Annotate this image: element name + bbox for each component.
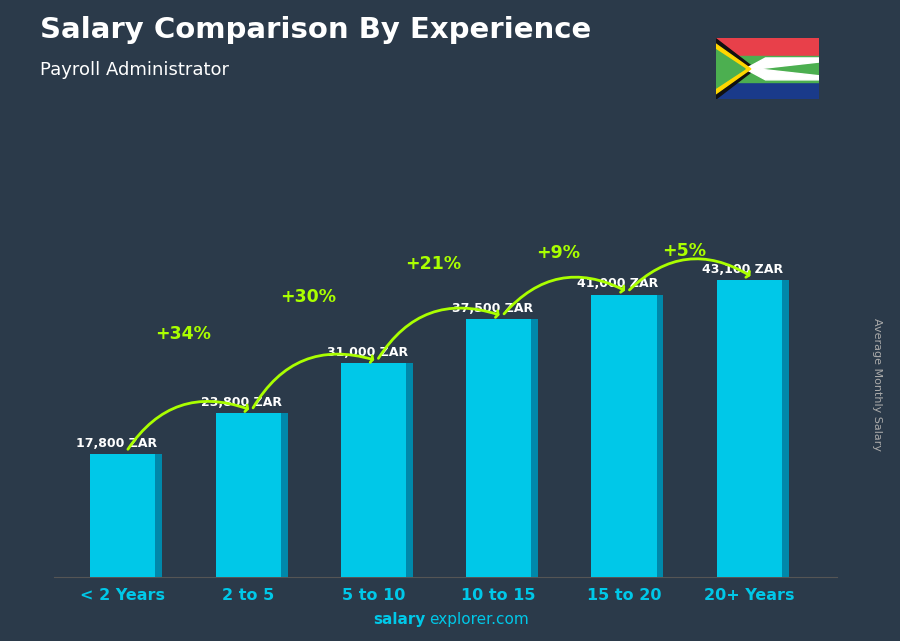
Polygon shape [716,38,755,99]
FancyBboxPatch shape [711,35,824,103]
Text: 17,800 ZAR: 17,800 ZAR [76,437,158,450]
Polygon shape [156,454,162,577]
Polygon shape [716,44,751,94]
FancyBboxPatch shape [90,454,156,577]
FancyBboxPatch shape [216,413,281,577]
Text: 37,500 ZAR: 37,500 ZAR [452,301,533,315]
Text: +30%: +30% [280,288,336,306]
Text: 31,000 ZAR: 31,000 ZAR [327,346,408,360]
Text: Payroll Administrator: Payroll Administrator [40,61,230,79]
Polygon shape [531,319,538,577]
Text: Average Monthly Salary: Average Monthly Salary [872,318,883,451]
Text: salary: salary [374,612,426,627]
Text: +5%: +5% [662,242,706,260]
FancyBboxPatch shape [466,319,531,577]
Text: 41,000 ZAR: 41,000 ZAR [577,278,659,290]
Text: Salary Comparison By Experience: Salary Comparison By Experience [40,16,592,44]
Text: +34%: +34% [155,325,211,343]
Bar [716,79,819,99]
Text: +21%: +21% [405,255,462,273]
FancyBboxPatch shape [716,280,782,577]
Text: 23,800 ZAR: 23,800 ZAR [202,396,283,409]
Text: +9%: +9% [536,244,580,262]
Bar [716,56,819,82]
Polygon shape [745,58,819,69]
Polygon shape [406,363,413,577]
FancyBboxPatch shape [591,295,657,577]
Polygon shape [716,49,745,88]
Polygon shape [782,280,788,577]
Polygon shape [657,295,663,577]
FancyBboxPatch shape [341,363,406,577]
Bar [716,38,819,59]
Polygon shape [745,69,819,80]
Polygon shape [281,413,288,577]
Text: explorer.com: explorer.com [429,612,529,627]
Text: 43,100 ZAR: 43,100 ZAR [703,263,784,276]
